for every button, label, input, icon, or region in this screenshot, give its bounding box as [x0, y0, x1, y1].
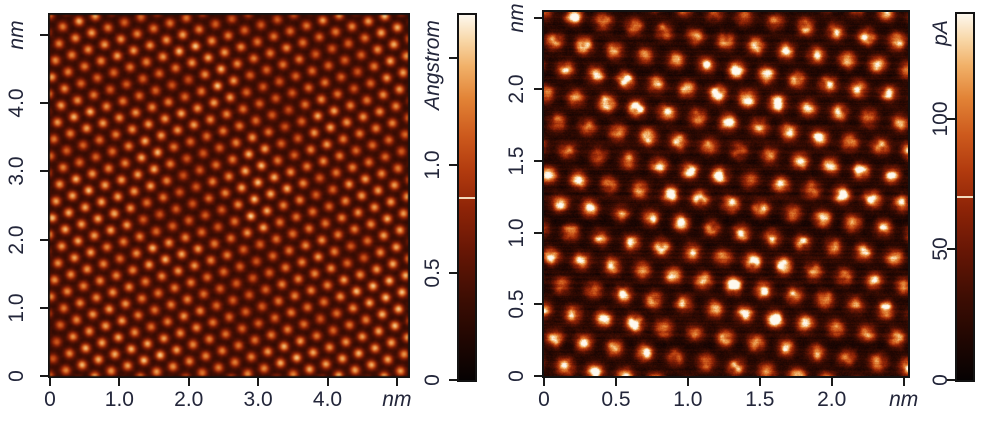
- y-tick-mark: [534, 160, 542, 163]
- stm-current-image: [542, 10, 910, 378]
- x-tick-label: 3.0: [243, 388, 273, 411]
- colorbar-tick-mark: [449, 164, 457, 167]
- y-tick-label: 2.0: [5, 224, 28, 255]
- panel-topography: Angstrom 0 1.0 2.0 3.0 4.0 nm 0 1.0 2.0 3.0 4.0 nm 0…: [5, 13, 477, 411]
- y-tick-label: 0: [5, 370, 28, 382]
- y-tick-mark: [40, 170, 48, 173]
- colorbar-unit-label: Angstrom: [421, 20, 444, 111]
- y-tick-mark: [534, 231, 542, 234]
- colorbar-height: [457, 13, 477, 382]
- x-tick-mark: [614, 378, 617, 386]
- y-tick-label: 2.0: [505, 74, 528, 104]
- colorbar-tick-label: 100: [929, 101, 952, 137]
- y-tick-label: nm: [5, 20, 28, 50]
- y-tick-label: 1.5: [505, 146, 528, 176]
- stm-topography-image: [48, 13, 410, 378]
- x-tick-mark: [49, 378, 51, 386]
- colorbar-tick-mark: [449, 271, 457, 274]
- y-tick-mark: [40, 238, 48, 241]
- x-tick-label: 1.0: [673, 388, 703, 411]
- y-tick-mark: [534, 375, 542, 377]
- x-tick-mark: [543, 378, 545, 386]
- colorbar-tick-label: 0.5: [421, 258, 444, 288]
- x-tick-label: nm: [889, 388, 919, 411]
- y-tick-mark: [40, 306, 48, 309]
- x-tick-label: 2.0: [817, 388, 847, 411]
- y-tick-mark: [534, 88, 542, 91]
- y-tick-label: 3.0: [5, 156, 28, 186]
- colorbar-tick-label: 1.0: [421, 150, 444, 180]
- x-tick-label: 0.5: [601, 388, 631, 411]
- y-tick-mark: [40, 33, 48, 36]
- colorbar-tick-label: 0: [421, 374, 444, 386]
- colorbar-marker-line: [459, 196, 475, 199]
- x-tick-label: 4.0: [312, 388, 343, 411]
- x-tick-label: 1.5: [745, 388, 775, 411]
- x-tick-mark: [902, 378, 905, 386]
- y-tick-label: 1.0: [5, 293, 28, 323]
- y-tick-mark: [534, 16, 542, 19]
- y-tick-label: 0: [505, 370, 528, 382]
- x-tick-label: 2.0: [174, 388, 204, 411]
- x-tick-mark: [187, 378, 190, 386]
- colorbar-tick-mark: [449, 56, 457, 59]
- x-tick-mark: [830, 378, 833, 386]
- colorbar-tick-mark: [449, 379, 457, 381]
- y-tick-label: nm: [505, 3, 528, 33]
- y-tick-mark: [40, 102, 48, 105]
- colorbar-tick-mark: [947, 117, 955, 120]
- x-tick-mark: [758, 378, 761, 386]
- x-tick-label: 0: [538, 388, 550, 411]
- colorbar-tick-label: 0: [929, 374, 952, 386]
- panel-current: pA 0 0.5 1.0 1.5 2.0 nm 0 0.5 1.0 1.5 2.0 nm 0 50 100: [500, 0, 994, 422]
- stm-current-canvas: [544, 12, 908, 376]
- x-tick-label: 0: [44, 388, 56, 411]
- colorbar-marker-line: [957, 196, 973, 198]
- colorbar-current: [955, 12, 975, 382]
- x-tick-label: 1.0: [104, 388, 134, 411]
- x-tick-mark: [257, 378, 260, 386]
- y-tick-label: 4.0: [5, 88, 28, 118]
- x-tick-mark: [686, 378, 689, 386]
- colorbar-tick-mark: [947, 248, 955, 251]
- y-tick-mark: [40, 375, 48, 377]
- y-tick-label: 1.0: [505, 218, 528, 248]
- x-tick-mark: [118, 378, 121, 386]
- x-tick-mark: [395, 378, 398, 386]
- x-tick-label: nm: [382, 388, 412, 411]
- colorbar-tick-label: 50: [929, 237, 952, 261]
- y-tick-label: 0.5: [505, 289, 528, 319]
- stm-topography-canvas: [50, 15, 408, 376]
- colorbar-unit-label: pA: [929, 19, 952, 46]
- x-tick-mark: [326, 378, 329, 386]
- y-tick-mark: [534, 303, 542, 306]
- colorbar-tick-mark: [947, 379, 955, 381]
